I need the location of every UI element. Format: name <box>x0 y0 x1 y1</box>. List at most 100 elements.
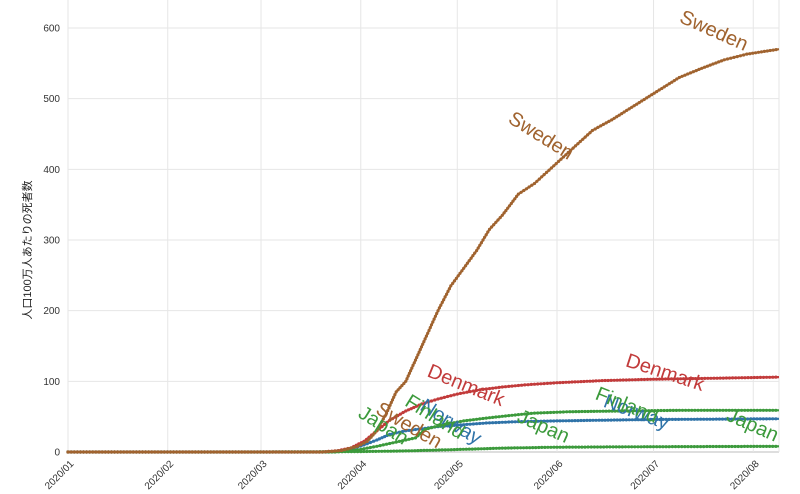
point-denmark <box>731 376 735 380</box>
point-sweden <box>389 400 393 405</box>
point-norway <box>771 417 775 421</box>
point-sweden <box>748 52 752 56</box>
point-sweden <box>465 261 469 265</box>
point-sweden <box>464 264 468 268</box>
point-denmark <box>526 383 530 387</box>
point-norway <box>633 418 638 422</box>
point-norway <box>491 421 495 425</box>
point-sweden <box>398 386 402 390</box>
point-japan <box>711 444 715 449</box>
point-japan <box>651 445 656 449</box>
point-sweden <box>504 209 508 213</box>
point-finland <box>764 408 769 412</box>
point-finland <box>668 408 672 412</box>
point-sweden <box>667 82 671 86</box>
point-norway <box>465 422 469 426</box>
point-sweden <box>507 204 512 208</box>
point-norway <box>651 417 656 422</box>
point-norway <box>542 419 546 423</box>
point-denmark <box>737 376 741 380</box>
point-sweden <box>620 112 624 116</box>
point-sweden <box>545 170 549 174</box>
point-denmark <box>552 381 556 385</box>
point-finland <box>410 437 414 441</box>
point-finland <box>478 417 482 421</box>
point-sweden <box>413 358 418 362</box>
point-sweden <box>622 110 626 114</box>
point-japan <box>395 449 399 453</box>
point-denmark <box>651 377 656 381</box>
point-japan <box>443 448 447 452</box>
point-sweden <box>246 450 250 454</box>
point-japan <box>464 447 468 451</box>
series-lines <box>66 48 780 454</box>
point-sweden <box>637 101 641 105</box>
point-norway <box>702 417 706 421</box>
point-sweden <box>386 408 390 413</box>
point-sweden <box>97 450 101 454</box>
point-finland <box>423 427 427 431</box>
series-label-sweden: Sweden <box>676 6 751 55</box>
point-finland <box>724 408 728 412</box>
point-sweden <box>426 331 430 335</box>
point-sweden <box>88 450 92 454</box>
point-denmark <box>672 377 677 381</box>
point-sweden <box>122 450 126 454</box>
point-finland <box>628 409 633 413</box>
point-finland <box>671 408 675 412</box>
point-sweden <box>311 450 315 454</box>
point-norway <box>636 418 641 422</box>
point-finland <box>394 440 398 444</box>
point-finland <box>442 422 446 427</box>
point-denmark <box>507 384 511 388</box>
point-sweden <box>677 75 681 80</box>
point-sweden <box>404 379 408 383</box>
point-sweden <box>516 192 521 196</box>
point-denmark <box>743 376 747 380</box>
point-sweden <box>165 450 169 454</box>
point-finland <box>761 408 766 412</box>
point-denmark <box>523 383 527 387</box>
point-sweden <box>405 377 409 381</box>
point-sweden <box>490 225 494 229</box>
point-sweden <box>150 450 154 454</box>
point-sweden <box>530 183 534 187</box>
point-norway <box>585 418 589 422</box>
point-finland <box>381 443 385 447</box>
point-norway <box>529 419 533 423</box>
point-sweden <box>298 450 303 454</box>
point-sweden <box>662 85 666 89</box>
point-sweden <box>759 50 764 54</box>
point-sweden <box>255 450 259 454</box>
point-finland <box>388 441 392 446</box>
point-sweden <box>583 135 587 139</box>
point-sweden <box>171 450 175 454</box>
point-sweden <box>471 254 475 258</box>
point-japan <box>630 445 634 449</box>
point-denmark <box>603 378 607 383</box>
point-sweden <box>416 353 420 357</box>
point-denmark <box>706 376 710 380</box>
point-norway <box>618 418 622 422</box>
point-norway <box>407 428 411 432</box>
point-norway <box>417 427 421 431</box>
point-denmark <box>579 380 583 384</box>
point-japan <box>705 444 709 449</box>
point-japan <box>509 446 513 450</box>
point-norway <box>449 424 453 428</box>
point-norway <box>630 418 634 422</box>
point-sweden <box>240 450 244 454</box>
point-sweden <box>432 317 436 321</box>
point-denmark <box>417 403 421 407</box>
point-finland <box>539 411 543 415</box>
point-sweden <box>162 450 166 454</box>
point-finland <box>555 410 559 414</box>
x-tick-label: 2020/03 <box>236 458 270 492</box>
point-sweden <box>439 303 443 307</box>
point-finland <box>610 409 614 413</box>
point-sweden <box>81 450 86 454</box>
point-denmark <box>615 378 619 382</box>
point-norway <box>555 419 559 423</box>
point-sweden <box>742 53 746 57</box>
point-norway <box>561 419 565 423</box>
